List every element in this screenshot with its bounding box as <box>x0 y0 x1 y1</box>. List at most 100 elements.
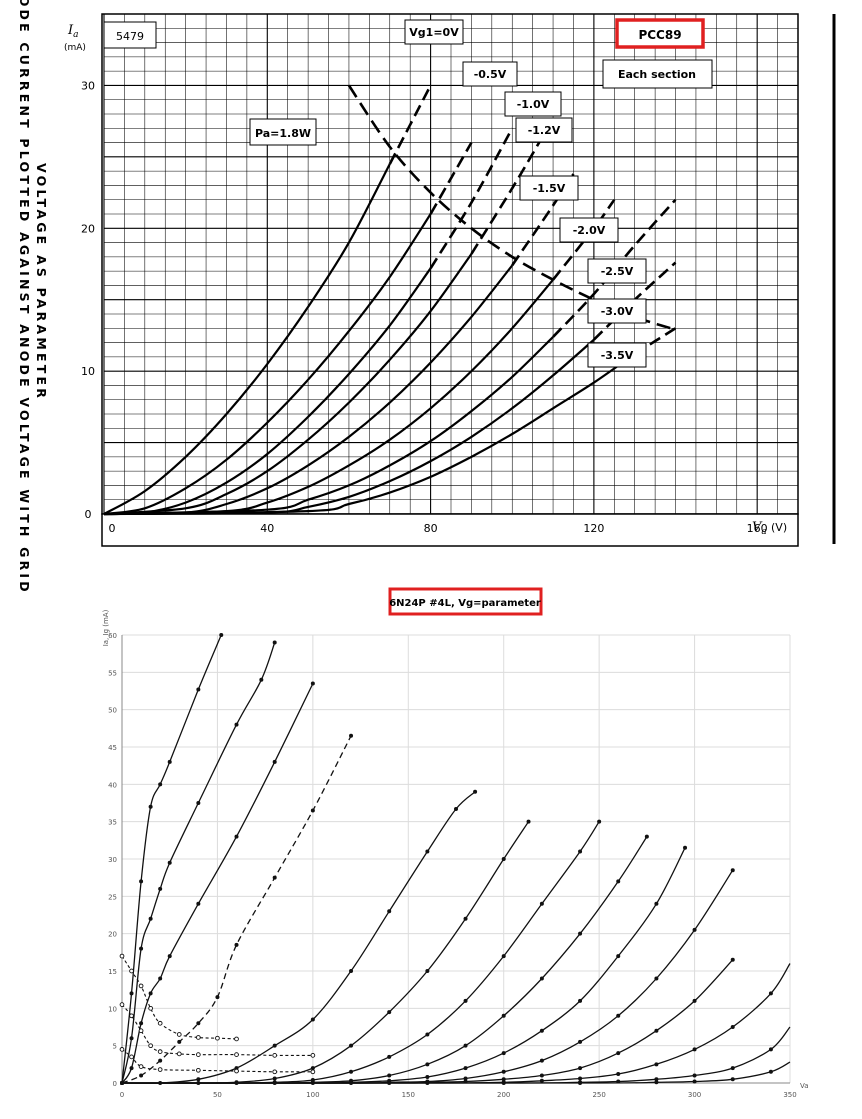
note-text: Each section <box>618 68 696 81</box>
y-tick-label: 30 <box>81 79 95 92</box>
data-point <box>539 1078 544 1083</box>
data-point <box>177 1039 182 1044</box>
data-point <box>234 834 239 839</box>
y-tick-label: 5 <box>113 1043 117 1051</box>
grid-2 <box>121 634 791 1084</box>
data-point <box>654 1080 659 1085</box>
data-point <box>158 1058 163 1063</box>
data-point <box>501 1069 506 1074</box>
data-point <box>692 1047 697 1052</box>
plot-area <box>101 13 799 515</box>
y-tick-label: 0 <box>113 1080 117 1088</box>
data-point <box>158 976 163 981</box>
data-point <box>654 1077 659 1082</box>
data-point <box>349 1081 354 1085</box>
grid-current-point <box>157 1020 163 1026</box>
data-point <box>730 1066 735 1071</box>
data-point <box>578 1066 583 1071</box>
data-point <box>196 801 201 805</box>
data-point <box>310 681 315 686</box>
grid-current-point <box>157 1067 163 1072</box>
series-label-text: -0.5V <box>474 68 507 81</box>
grid-current-point <box>119 953 125 959</box>
side-caption-line1: ANODE CURRENT PLOTTED AGAINST ANODE VOLT… <box>17 0 32 595</box>
data-point <box>454 806 458 811</box>
grid-current-point <box>138 983 144 989</box>
data-point <box>616 1051 621 1056</box>
markers-2 <box>119 633 773 1085</box>
curve-solid <box>103 353 636 516</box>
data-point <box>539 1028 544 1033</box>
series-label-box <box>519 175 579 201</box>
grid-current-point <box>138 1064 144 1069</box>
series-label-box <box>404 19 464 45</box>
series-label-box <box>515 117 573 143</box>
grid-current-point <box>119 1002 125 1007</box>
y-tick-label: 35 <box>108 819 117 827</box>
data-point <box>148 804 153 809</box>
title-highlight-2 <box>388 587 543 616</box>
y-tick-label: 55 <box>108 669 117 677</box>
y-tick-label: 20 <box>81 222 95 235</box>
data-point <box>501 954 506 959</box>
data-point <box>272 1081 277 1085</box>
x-axis-symbol: Va <box>752 520 767 537</box>
x-tick-label: 150 <box>402 1091 415 1099</box>
data-point <box>463 1043 468 1048</box>
y-tick-label: 60 <box>108 632 117 640</box>
data-point <box>234 722 239 727</box>
data-point <box>730 957 735 962</box>
grid-current-point <box>234 1052 239 1057</box>
note-box <box>602 59 713 89</box>
y-tick-label: 10 <box>81 365 95 378</box>
grid-current-point <box>272 1069 278 1075</box>
data-point <box>120 1081 124 1085</box>
power-limit-label: Pa=1.8W <box>249 118 317 146</box>
x-tick-label: 120 <box>583 522 604 535</box>
curve-dashed <box>470 139 542 255</box>
data-point <box>730 1025 735 1029</box>
series-label: -1.5V <box>519 175 579 201</box>
curve-dashed <box>429 141 473 215</box>
data-point <box>501 1013 506 1018</box>
grid-current-point <box>195 1067 201 1073</box>
y-ticks-2: 0 5 10 15 20 25 30 35 40 45 50 55 60 <box>108 632 117 1088</box>
anode-current-curve <box>121 847 686 1084</box>
anode-current-curve <box>121 642 276 1084</box>
data-point <box>349 1069 354 1074</box>
curve-dashed <box>388 84 432 165</box>
side-caption-line2: VOLTAGE AS PARAMETER <box>34 163 49 401</box>
data-point <box>616 1079 621 1084</box>
curve-solid <box>103 163 391 515</box>
data-point <box>768 1069 773 1074</box>
grid-current-curve <box>121 1004 313 1056</box>
grid-current-point <box>148 1043 153 1049</box>
grid-current-point <box>148 1005 153 1011</box>
data-point <box>578 931 583 936</box>
series-label-box <box>587 258 647 284</box>
data-point <box>730 868 735 873</box>
y-axis-symbol: Ia <box>67 23 79 40</box>
y-tick-label: 25 <box>108 893 117 901</box>
data-point <box>196 1077 201 1082</box>
data-point <box>148 916 153 921</box>
grid-current-point <box>234 1036 239 1042</box>
data-point <box>272 759 277 764</box>
data-point <box>692 1079 697 1084</box>
data-point <box>501 1051 506 1056</box>
curve-solid <box>103 213 432 516</box>
chart-title-2: 6N24P #4L, Vg=parameter <box>389 598 541 609</box>
y-ticks: 0 10 20 30 <box>81 79 95 521</box>
grid-current-point <box>138 1028 144 1034</box>
data-point <box>349 733 354 738</box>
grid-current-point <box>119 1047 125 1052</box>
data-point <box>129 1036 134 1041</box>
data-point <box>158 1081 163 1085</box>
x-tick-label: 80 <box>424 522 438 535</box>
x-tick-label: 0 <box>109 522 116 535</box>
series-label-box <box>559 217 619 243</box>
data-point <box>387 1081 392 1085</box>
data-point <box>654 976 659 981</box>
curve-dashed <box>429 127 514 269</box>
